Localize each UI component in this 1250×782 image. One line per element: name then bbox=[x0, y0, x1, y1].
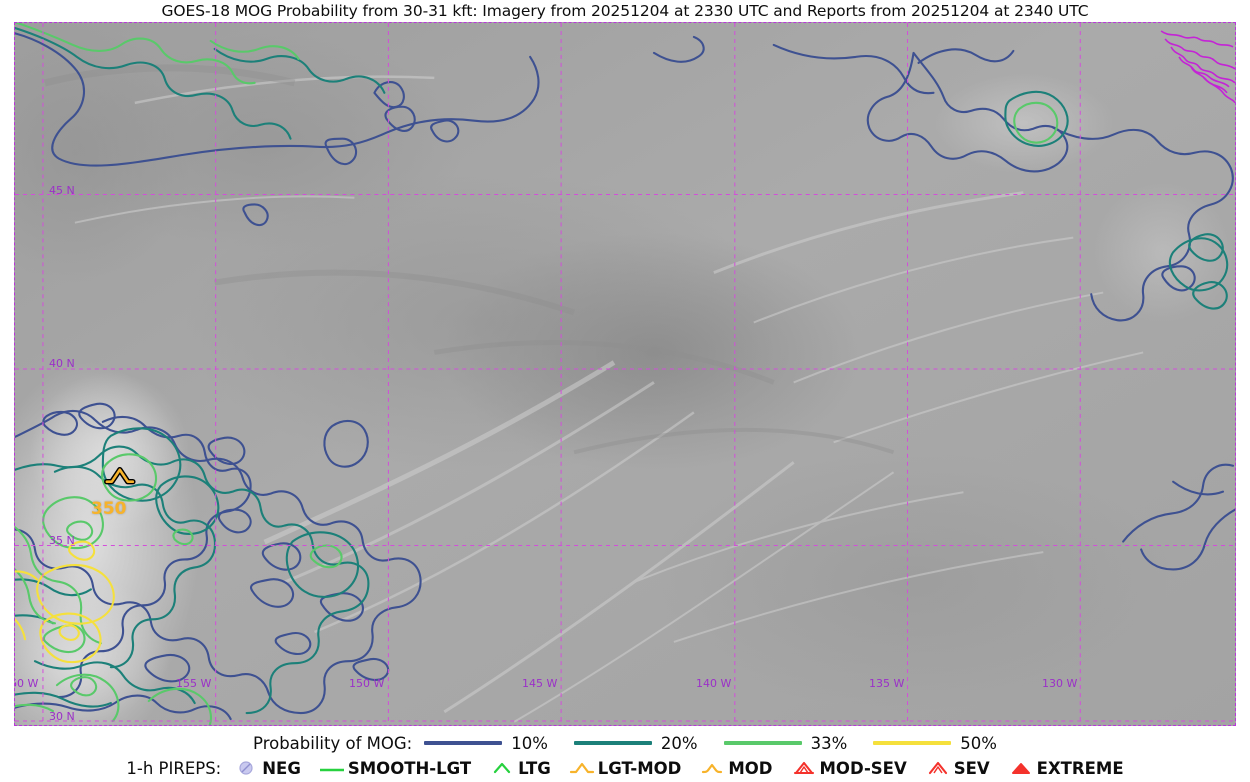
lat-label-45n: 45 N bbox=[49, 184, 75, 197]
coastline-layer bbox=[15, 23, 1235, 725]
legend-entry-prob-50[interactable]: 50% bbox=[873, 734, 997, 753]
sev-peak-icon bbox=[925, 758, 951, 778]
lon-label-130w: 130 W bbox=[1042, 677, 1078, 690]
lon-label-145w: 145 W bbox=[522, 677, 558, 690]
legend-entry-neg[interactable]: NEG bbox=[233, 758, 301, 778]
lat-label-35n: 35 N bbox=[49, 534, 75, 547]
alaska-coastline bbox=[1160, 30, 1235, 104]
ltg-label: LTG bbox=[518, 758, 551, 778]
map-canvas[interactable]: 45 N 40 N 35 N 30 N 160 W 155 W 150 W 14… bbox=[14, 22, 1236, 726]
contour-20pct bbox=[15, 26, 1229, 715]
pirep-marker-layer[interactable]: 350 bbox=[15, 23, 1235, 725]
extreme-filled-peak-icon bbox=[1008, 758, 1034, 778]
graticule-layer bbox=[15, 23, 1235, 725]
prob-20-swatch-icon bbox=[573, 741, 652, 745]
mod-sev-label: MOD-SEV bbox=[819, 758, 907, 778]
legend-pireps-row: 1-h PIREPS: NEG SMOOTH-LGT bbox=[0, 755, 1250, 781]
ltg-chevron-icon bbox=[489, 758, 515, 778]
lon-label-160w: 160 W bbox=[15, 677, 39, 690]
legend-pireps-title: 1-h PIREPS: bbox=[126, 758, 222, 778]
legend-entry-extreme[interactable]: EXTREME bbox=[1008, 758, 1124, 778]
legend: Probability of MOG: 10% 20% 33% 50% 1-h … bbox=[0, 728, 1250, 782]
pirep-marker-lgt-mod bbox=[104, 466, 136, 485]
lon-label-135w: 135 W bbox=[869, 677, 905, 690]
mog-probability-contour-layer bbox=[15, 23, 1235, 725]
legend-entry-mod-sev[interactable]: MOD-SEV bbox=[791, 758, 907, 778]
extreme-label: EXTREME bbox=[1036, 758, 1124, 778]
mod-sev-peak-bar-icon bbox=[791, 758, 817, 778]
prob-33-label: 33% bbox=[810, 733, 848, 753]
sev-label: SEV bbox=[953, 758, 990, 778]
longitude-lines bbox=[42, 23, 1081, 725]
lon-label-155w: 155 W bbox=[176, 677, 212, 690]
legend-probability-row: Probability of MOG: 10% 20% 33% 50% bbox=[0, 730, 1250, 756]
prob-33-swatch-icon bbox=[723, 741, 802, 745]
legend-probability-title: Probability of MOG: bbox=[253, 733, 413, 753]
page-title: GOES-18 MOG Probability from 30-31 kft: … bbox=[161, 2, 1089, 20]
prob-10-label: 10% bbox=[511, 733, 548, 753]
prob-50-label: 50% bbox=[960, 733, 997, 753]
legend-entry-prob-10[interactable]: 10% bbox=[424, 734, 548, 753]
mod-chevron-icon bbox=[699, 758, 725, 778]
legend-entry-smooth-lgt[interactable]: SMOOTH-LGT bbox=[319, 758, 471, 778]
contour-33pct bbox=[15, 23, 1059, 725]
neg-label: NEG bbox=[262, 758, 301, 778]
legend-entry-lgt-mod[interactable]: LGT-MOD bbox=[569, 758, 682, 778]
lgt-mod-label: LGT-MOD bbox=[597, 758, 682, 778]
lat-label-30n: 30 N bbox=[49, 710, 75, 723]
legend-entry-sev[interactable]: SEV bbox=[925, 758, 990, 778]
satellite-imagery-layer bbox=[15, 23, 1235, 725]
lon-label-150w: 150 W bbox=[349, 677, 385, 690]
prob-50-swatch-icon bbox=[873, 741, 952, 745]
lgt-mod-chevron-bar-icon bbox=[569, 758, 595, 778]
latitude-lines bbox=[15, 194, 1235, 722]
smooth-lgt-label: SMOOTH-LGT bbox=[347, 758, 472, 778]
lon-label-140w: 140 W bbox=[696, 677, 732, 690]
pirep-altitude-label: 350 bbox=[91, 499, 127, 519]
legend-entry-mod[interactable]: MOD bbox=[699, 758, 773, 778]
mod-label: MOD bbox=[728, 758, 773, 778]
prob-20-label: 20% bbox=[660, 733, 698, 753]
legend-entry-prob-20[interactable]: 20% bbox=[573, 733, 698, 753]
prob-10-swatch-icon bbox=[424, 741, 503, 745]
legend-entry-prob-33[interactable]: 33% bbox=[723, 733, 848, 753]
lat-label-40n: 40 N bbox=[49, 357, 75, 370]
legend-entry-ltg[interactable]: LTG bbox=[489, 758, 551, 778]
smooth-lgt-line-icon bbox=[319, 758, 345, 778]
neg-circle-slash-icon bbox=[233, 758, 259, 778]
contour-10pct bbox=[15, 32, 1235, 721]
